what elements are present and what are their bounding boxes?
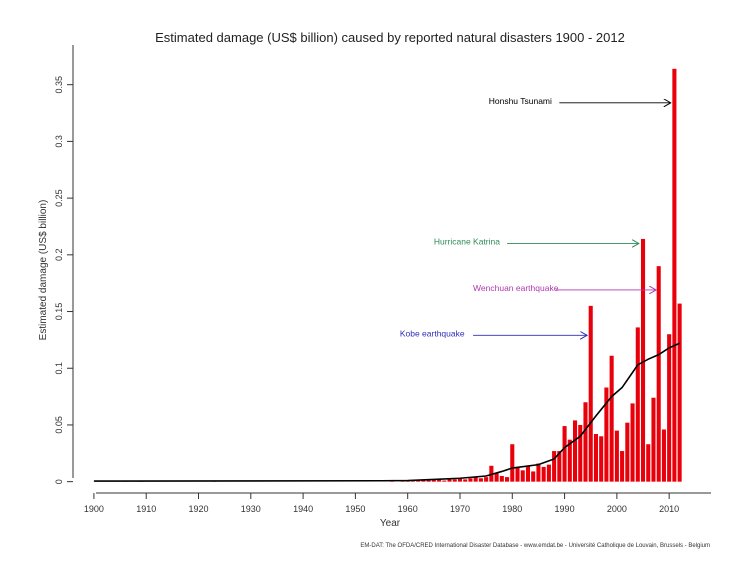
bar-2000 [614, 430, 619, 482]
bar-1992 [572, 420, 578, 482]
bar-1988 [552, 451, 557, 482]
bar-1977 [494, 472, 499, 482]
bar-2011 [672, 68, 677, 482]
annotations: Honshu Tsunami Hurricane Katrina Wenchuan … [400, 96, 671, 339]
y-axis-title: Estimated damage (US$ billion) [38, 200, 49, 341]
bar-1981 [515, 466, 520, 482]
annotation-kobe-earthquake: Kobe earthquake [400, 328, 465, 338]
bar-1965 [431, 479, 436, 482]
bar-1983 [525, 465, 531, 482]
x-tick-label-1980: 1980 [502, 504, 522, 514]
y-tick-label-2: 0.1 [54, 362, 64, 375]
x-axis-title: Year [380, 518, 401, 529]
bar-1984 [531, 471, 536, 482]
bar-1993 [578, 424, 583, 482]
bar-1995 [588, 305, 593, 482]
bar-1959 [400, 481, 405, 482]
bar-1994 [583, 402, 588, 482]
bar-1989 [557, 451, 562, 482]
chart-title: Estimated damage (US$ billion) caused by… [155, 30, 625, 45]
bar-1997 [599, 436, 604, 482]
bar-2006 [646, 444, 651, 482]
bar-1974 [478, 478, 483, 482]
bar-1986 [541, 466, 546, 482]
x-tick-label-2000: 2000 [607, 504, 627, 514]
trend-line [93, 342, 680, 482]
bar-2010 [667, 334, 672, 482]
bar-1987 [546, 464, 551, 482]
x-tick-label-1900: 1900 [84, 504, 104, 514]
y-tick-label-4: 0.2 [54, 249, 64, 262]
x-tick-label-1920: 1920 [188, 504, 208, 514]
bar-1966 [437, 479, 442, 482]
y-tick-label-3: 0.15 [54, 303, 64, 321]
x-tick-label-1940: 1940 [293, 504, 313, 514]
bar-1998 [604, 387, 609, 482]
x-tick-label-1970: 1970 [450, 504, 470, 514]
annotation-hurricane-katrina: Hurricane Katrina [434, 237, 500, 247]
bar-2004 [635, 327, 640, 482]
bar-2008 [656, 266, 661, 482]
annotation-wenchuan-earthquake: Wenchuan earthquake [473, 283, 559, 293]
y-tick-label-7: 0.35 [54, 76, 64, 94]
bar-1967 [442, 480, 447, 482]
bar-2009 [661, 429, 666, 482]
y-tick-label-6: 0.3 [54, 135, 64, 148]
x-tick-label-1910: 1910 [136, 504, 156, 514]
bar-1991 [567, 439, 572, 482]
bar-1999 [609, 355, 614, 482]
annotation-honshu-tsunami: Honshu Tsunami [489, 96, 552, 106]
bar-1969 [452, 479, 457, 482]
x-tick-label-1930: 1930 [241, 504, 261, 514]
x-tick-label-1990: 1990 [555, 504, 575, 514]
y-tick-label-1: 0.05 [54, 416, 64, 434]
y-tick-label-5: 0.25 [54, 189, 64, 207]
bar-1996 [593, 434, 598, 482]
axes: 1900 1910 1920 1930 1940 1950 1960 1970 1980 1990… [54, 45, 711, 514]
bar-2002 [625, 422, 630, 482]
bar-1975 [484, 477, 489, 482]
bar-2003 [630, 403, 635, 482]
bar-1978 [499, 475, 504, 482]
bar-1970 [457, 478, 463, 482]
source-note: EM-DAT: The OFDA/CRED International Disa… [360, 543, 710, 549]
bar-2012 [677, 303, 682, 482]
x-tick-label-1950: 1950 [345, 504, 365, 514]
bar-1980 [510, 444, 515, 482]
bar-1971 [463, 479, 468, 482]
bar-2005 [640, 238, 646, 482]
bar-1961 [410, 481, 415, 482]
bar-1972 [468, 478, 473, 482]
bar-1979 [505, 477, 510, 482]
x-tick-label-1960: 1960 [398, 504, 418, 514]
bar-1963 [421, 480, 426, 482]
bar-1990 [562, 426, 567, 482]
plot-area [93, 68, 682, 482]
bar-2001 [620, 451, 625, 482]
bar-1964 [426, 479, 431, 482]
x-tick-label-2010: 2010 [659, 504, 679, 514]
bar-1982 [520, 470, 525, 482]
bar-1985 [536, 463, 541, 482]
bar-1973 [473, 477, 478, 482]
bar-1968 [447, 479, 452, 482]
bar-2007 [651, 397, 656, 482]
y-tick-label-0: 0 [54, 479, 64, 484]
